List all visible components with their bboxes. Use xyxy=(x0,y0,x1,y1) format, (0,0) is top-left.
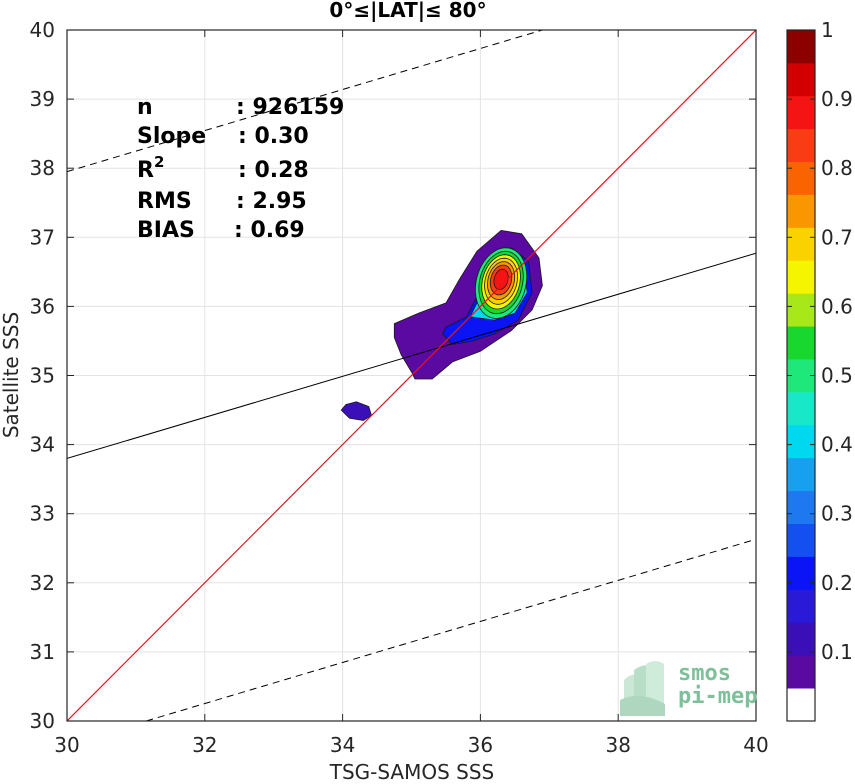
y-tick-label: 37 xyxy=(30,225,55,249)
colorbar-tick-label: 0.3 xyxy=(821,502,853,526)
y-tick-label: 35 xyxy=(30,364,55,388)
stat-label: RMS xyxy=(137,189,192,214)
y-tick-label: 40 xyxy=(30,18,55,42)
colorbar: 0.1 0.2 0.3 0.4 0.5 0.6 0.7 0.8 0.9 1 xyxy=(786,18,853,722)
grid xyxy=(66,29,757,722)
colorbar-swatch xyxy=(787,457,815,492)
upper-bound-line xyxy=(67,30,543,173)
contour-level xyxy=(493,268,509,291)
y-ticks: 30 31 32 33 34 35 36 37 38 39 40 xyxy=(30,18,756,733)
colorbar-tick-label: 0.8 xyxy=(821,156,853,180)
colorbar-swatch xyxy=(787,589,815,623)
logo-line1: smos xyxy=(678,661,731,686)
logo-line2: pi-mep xyxy=(678,684,757,709)
x-axis-label: TSG-SAMOS SSS xyxy=(329,760,495,784)
stat-value: : 2.95 xyxy=(236,189,307,214)
colorbar-tick-label: 0.9 xyxy=(821,87,853,111)
colorbar-swatch xyxy=(787,128,815,163)
y-axis-label: Satellite SSS xyxy=(0,312,23,438)
x-tick-label: 38 xyxy=(605,733,630,757)
x-tick-label: 32 xyxy=(192,733,217,757)
colorbar-tick-label: 0.5 xyxy=(821,364,853,388)
colorbar-tick-label: 0.4 xyxy=(821,433,853,457)
colorbar-swatch xyxy=(787,260,815,294)
colorbar-swatch xyxy=(787,622,815,656)
stat-value: : 0.28 xyxy=(238,158,309,183)
stat-label: Slope xyxy=(137,124,206,149)
stat-label-superscript: 2 xyxy=(154,153,164,171)
x-tick-label: 30 xyxy=(54,733,79,757)
reference-lines xyxy=(67,30,756,721)
colorbar-swatch xyxy=(787,62,815,97)
y-tick-label: 38 xyxy=(30,156,55,180)
colorbar-swatch xyxy=(787,194,815,228)
regression-line xyxy=(67,252,756,459)
stat-value: : 0.30 xyxy=(238,124,309,149)
colorbar-swatch xyxy=(787,490,815,524)
contour-level-isolated xyxy=(340,401,372,421)
logo-waves-icon xyxy=(620,661,665,716)
colorbar-swatch xyxy=(787,391,815,426)
x-tick-label: 34 xyxy=(330,733,355,757)
colorbar-tick-label: 0.1 xyxy=(821,640,853,664)
y-tick-label: 30 xyxy=(30,709,55,733)
x-tick-label: 36 xyxy=(468,733,493,757)
colorbar-swatch xyxy=(787,688,815,722)
chart-title: 0°≤|LAT|≤ 80° xyxy=(329,0,486,22)
colorbar-swatch xyxy=(787,523,815,557)
y-tick-label: 34 xyxy=(30,433,55,457)
stat-label: n xyxy=(137,95,153,120)
y-tick-label: 39 xyxy=(30,87,55,111)
x-ticks: 30 32 34 36 38 40 xyxy=(54,30,769,757)
one-to-one-line xyxy=(67,30,756,721)
y-tick-label: 36 xyxy=(30,294,55,318)
colorbar-swatch xyxy=(787,556,815,590)
colorbar-swatch xyxy=(787,424,815,459)
stat-label: BIAS xyxy=(137,218,195,243)
x-tick-label: 40 xyxy=(743,733,768,757)
lower-bound-line xyxy=(146,538,756,721)
colorbar-tick-label: 0.2 xyxy=(821,571,853,595)
colorbar-tick-label: 1 xyxy=(821,18,834,42)
stat-value: : 926159 xyxy=(236,95,344,120)
colorbar-tick-label: 0.6 xyxy=(821,294,853,318)
density-contours xyxy=(340,229,543,421)
colorbar-swatch xyxy=(787,655,815,689)
colorbar-tick-label: 0.7 xyxy=(821,225,853,249)
smos-pi-mep-logo: smos pi-mep xyxy=(620,661,757,716)
stat-value: : 0.69 xyxy=(234,218,305,243)
y-tick-label: 32 xyxy=(30,571,55,595)
colorbar-swatch xyxy=(787,161,815,195)
y-tick-label: 33 xyxy=(30,502,55,526)
colorbar-swatch xyxy=(787,326,815,360)
colorbar-swatch xyxy=(787,95,815,130)
y-tick-label: 31 xyxy=(30,640,55,664)
colorbar-swatch xyxy=(787,30,815,64)
colorbar-swatch xyxy=(787,293,815,327)
colorbar-swatch xyxy=(787,227,815,261)
